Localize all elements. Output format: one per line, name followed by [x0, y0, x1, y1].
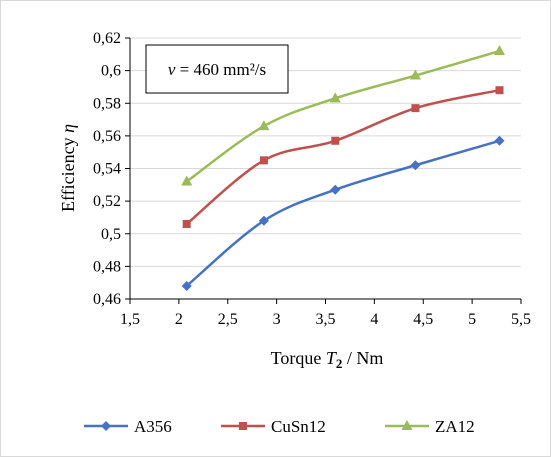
y-tick-label: 0,56: [93, 128, 121, 145]
x-tick-label: 1,5: [120, 311, 140, 328]
y-tick-label: 0,48: [93, 258, 121, 275]
data-point-a356: [410, 160, 421, 171]
data-point-za12: [493, 45, 505, 56]
x-tick-label: 5: [468, 311, 476, 328]
series-cusn12: [182, 86, 504, 228]
legend-label-cusn12: CuSn12: [271, 417, 326, 436]
series-line-a356: [185, 139, 500, 287]
annotation-box: ν = 460 mm²/s: [145, 44, 289, 94]
legend-item-za12: ZA12: [385, 417, 475, 436]
data-point-za12: [181, 175, 193, 186]
legend: A356 CuSn12 ZA12: [84, 417, 475, 436]
x-tick-labels: 1,5 2 2,5 3 3,5 4 4,5 5 5,5: [120, 311, 531, 328]
y-tick-label: 0,54: [93, 161, 121, 178]
y-axis-title: Efficiency η: [58, 124, 78, 212]
data-point-a356: [181, 280, 192, 291]
data-point-cusn12: [182, 219, 191, 228]
y-tick-label: 0,6: [101, 63, 121, 80]
y-tick-label: 0,58: [93, 95, 121, 112]
x-tick-label: 4,5: [413, 311, 433, 328]
data-point-a356: [330, 184, 341, 195]
annotation-text: ν = 460 mm²/s: [168, 60, 266, 79]
data-point-za12: [329, 92, 341, 103]
data-point-a356: [494, 135, 505, 146]
legend-marker-a356: [101, 421, 111, 431]
legend-label-za12: ZA12: [435, 417, 475, 436]
y-tick-label: 0,5: [101, 226, 121, 243]
x-tick-label: 2,5: [218, 311, 238, 328]
data-point-cusn12: [331, 136, 340, 145]
series-group: [181, 45, 505, 291]
legend-item-a356: A356: [84, 417, 172, 436]
legend-label-a356: A356: [134, 417, 172, 436]
series-a356: [181, 135, 505, 291]
x-axis-title: Torque T2 / Nm: [271, 348, 384, 371]
x-tick-label: 4: [370, 311, 378, 328]
y-tick-labels: 0,46 0,48 0,5 0,52 0,54 0,56 0,58 0,6 0,62: [93, 30, 121, 308]
series-za12: [181, 45, 505, 186]
x-tick-label: 5,5: [511, 311, 531, 328]
legend-item-cusn12: CuSn12: [221, 417, 326, 436]
x-tick-label: 3: [273, 311, 281, 328]
series-line-cusn12: [185, 88, 500, 225]
x-tick-label: 2: [175, 311, 183, 328]
data-point-cusn12: [411, 104, 420, 113]
axes: [125, 37, 522, 304]
y-tick-label: 0,46: [93, 291, 121, 308]
y-tick-label: 0,52: [93, 193, 121, 210]
data-point-za12: [258, 120, 270, 131]
data-point-cusn12: [259, 156, 268, 165]
x-tick-label: 3,5: [316, 311, 336, 328]
legend-marker-cusn12: [239, 422, 247, 430]
legend-marker-za12: [401, 420, 413, 430]
data-point-za12: [409, 69, 421, 80]
y-tick-label: 0,62: [93, 30, 121, 47]
data-point-a356: [258, 215, 269, 226]
data-point-cusn12: [495, 86, 504, 95]
